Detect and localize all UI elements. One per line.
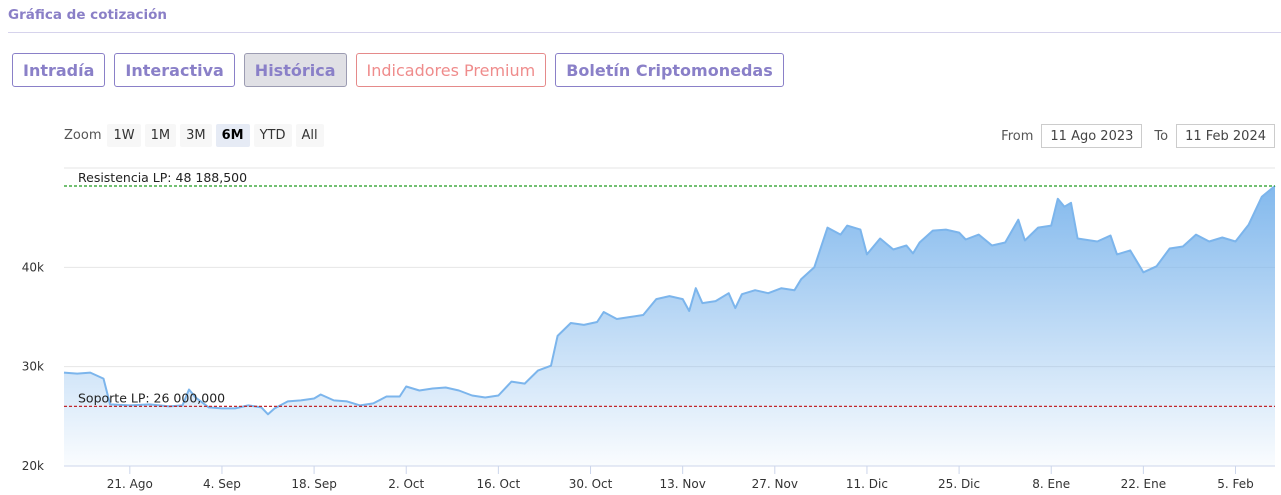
zoom-selector: Zoom 1W 1M 3M 6M YTD All xyxy=(64,124,328,147)
x-tick-label: 30. Oct xyxy=(569,477,613,491)
x-tick-label: 5. Feb xyxy=(1217,477,1254,491)
x-tick-label: 4. Sep xyxy=(203,477,241,491)
x-tick-label: 2. Oct xyxy=(388,477,424,491)
title-divider xyxy=(8,32,1281,33)
plot-lines: Resistencia LP: 48 188,500 Soporte LP: 26… xyxy=(64,170,1275,407)
y-tick-label: 30k xyxy=(22,360,44,374)
x-tick-label: 16. Oct xyxy=(477,477,521,491)
y-axis: 20k 30k 40k xyxy=(22,260,44,473)
zoom-6m-button[interactable]: 6M xyxy=(215,124,250,147)
to-date-input[interactable]: 11 Feb 2024 xyxy=(1176,124,1275,148)
chart-tabs: Intradía Interactiva Histórica Indicador… xyxy=(12,53,793,87)
resistance-label: Resistencia LP: 48 188,500 xyxy=(78,170,247,185)
x-tick-label: 21. Ago xyxy=(107,477,153,491)
tab-boletin-criptomonedas[interactable]: Boletín Criptomonedas xyxy=(555,53,784,87)
tab-intradia[interactable]: Intradía xyxy=(12,53,106,87)
from-label: From xyxy=(1001,128,1034,144)
x-tick-label: 13. Nov xyxy=(659,477,705,491)
x-tick-label: 8. Ene xyxy=(1032,477,1070,491)
zoom-ytd-button[interactable]: YTD xyxy=(253,124,292,147)
x-tick-label: 25. Dic xyxy=(938,477,980,491)
x-tick-label: 22. Ene xyxy=(1121,477,1166,491)
zoom-all-button[interactable]: All xyxy=(295,124,324,147)
y-tick-label: 20k xyxy=(22,459,44,473)
x-tick-label: 11. Dic xyxy=(846,477,888,491)
zoom-3m-button[interactable]: 3M xyxy=(180,124,212,147)
x-axis: 21. Ago 4. Sep 18. Sep 2. Oct 16. Oct 30. Oct… xyxy=(64,465,1275,491)
tab-interactiva[interactable]: Interactiva xyxy=(114,53,235,87)
x-tick-label: 27. Nov xyxy=(752,477,798,491)
zoom-1w-button[interactable]: 1W xyxy=(107,124,141,147)
zoom-label: Zoom xyxy=(64,128,102,143)
tab-indicadores-premium[interactable]: Indicadores Premium xyxy=(355,53,547,87)
tab-historica[interactable]: Histórica xyxy=(243,53,347,87)
x-tick-label: 18. Sep xyxy=(291,477,337,491)
support-label: Soporte LP: 26 000,000 xyxy=(78,390,225,405)
from-date-input[interactable]: 11 Ago 2023 xyxy=(1041,124,1143,148)
to-label: To xyxy=(1154,128,1169,144)
series-area xyxy=(64,185,1275,466)
zoom-1m-button[interactable]: 1M xyxy=(144,124,177,147)
date-range-selector: From 11 Ago 2023 To 11 Feb 2024 xyxy=(1001,124,1275,148)
page-title: Gráfica de cotización xyxy=(8,7,168,23)
y-tick-label: 40k xyxy=(22,260,44,274)
